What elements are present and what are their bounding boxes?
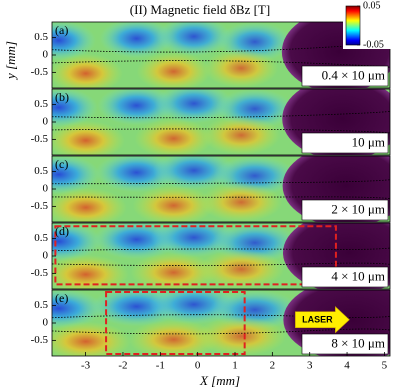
annotation: 8 × 10 μm bbox=[331, 335, 385, 350]
y-tick-label: -0.5 bbox=[31, 267, 49, 279]
x-tick-label: 4 bbox=[344, 360, 350, 372]
heatmap-panel bbox=[52, 89, 390, 155]
y-tick-label: 0.5 bbox=[34, 31, 48, 43]
boundary-line bbox=[52, 175, 390, 185]
y-tick-label: 0.5 bbox=[34, 165, 48, 177]
field-structure bbox=[99, 22, 174, 59]
field-structure bbox=[134, 118, 213, 155]
field-structure bbox=[52, 53, 123, 88]
highlight-box bbox=[105, 290, 246, 356]
field-structure bbox=[196, 316, 287, 356]
laser-label: LASER bbox=[302, 315, 333, 325]
field-structure bbox=[130, 252, 217, 289]
annotation: 10 μm bbox=[352, 134, 385, 149]
x-tick-label: 2 bbox=[270, 360, 276, 372]
panel-label: (e) bbox=[55, 291, 68, 305]
field-structure bbox=[152, 156, 236, 191]
field-structure bbox=[128, 319, 219, 356]
field-structure bbox=[154, 89, 234, 124]
field-structure bbox=[202, 115, 281, 155]
y-tick-label: 0 bbox=[43, 183, 49, 195]
y-tick-label: 0.5 bbox=[34, 232, 48, 244]
annotation: 0.4 × 10 μm bbox=[322, 67, 385, 82]
annotation-box bbox=[301, 199, 389, 221]
field-structure bbox=[97, 89, 176, 126]
heatmap-panel bbox=[52, 22, 390, 88]
field-structure bbox=[198, 249, 285, 289]
boundary-line bbox=[52, 60, 390, 70]
y-axis-label: y [mm] bbox=[3, 41, 18, 81]
panel-label: (a) bbox=[55, 23, 68, 37]
y-tick-label: -0.5 bbox=[31, 334, 49, 346]
boundary-line bbox=[52, 128, 390, 137]
field-structure bbox=[52, 89, 98, 128]
y-tick-label: -0.5 bbox=[31, 133, 49, 145]
laser-arrow bbox=[295, 306, 350, 334]
annotation-box bbox=[301, 333, 389, 355]
boundary-line bbox=[52, 108, 390, 119]
x-tick-label: -2 bbox=[118, 360, 127, 372]
x-axis-label: X [mm] bbox=[199, 373, 240, 388]
annotation-box bbox=[301, 266, 389, 288]
field-structure bbox=[52, 290, 104, 329]
y-tick-label: -0.5 bbox=[31, 66, 49, 78]
y-tick-label: -0.5 bbox=[31, 200, 49, 212]
heatmap-panel bbox=[52, 290, 390, 356]
field-structure bbox=[132, 185, 215, 222]
annotation: 4 × 10 μm bbox=[331, 268, 385, 283]
boundary-line bbox=[52, 262, 390, 271]
colorbar-tick-label: 0.05 bbox=[363, 0, 381, 11]
boundary-line bbox=[52, 309, 390, 319]
panel-label: (d) bbox=[55, 224, 69, 238]
annotation-box bbox=[301, 132, 389, 154]
y-tick-label: 0 bbox=[43, 250, 49, 262]
x-tick-label: 1 bbox=[232, 360, 238, 372]
x-tick-label: -1 bbox=[156, 360, 165, 372]
field-structure bbox=[52, 22, 96, 61]
y-tick-label: 0 bbox=[43, 116, 49, 128]
field-structure bbox=[156, 22, 232, 57]
field-structure bbox=[52, 223, 102, 262]
x-tick-label: 3 bbox=[307, 360, 313, 372]
field-structure bbox=[52, 254, 129, 289]
field-structure bbox=[52, 120, 125, 155]
boundary-line bbox=[52, 242, 390, 252]
colorbar-tick-label: -0.05 bbox=[363, 39, 384, 50]
y-tick-label: 0.5 bbox=[34, 98, 48, 110]
figure-title: (II) Magnetic field δBz [T] bbox=[130, 2, 270, 17]
x-tick-label: 0 bbox=[195, 360, 201, 372]
field-structure bbox=[200, 182, 283, 222]
colorbar bbox=[345, 5, 361, 46]
annotation: 2 × 10 μm bbox=[331, 201, 385, 216]
y-tick-label: 0 bbox=[43, 49, 49, 61]
x-tick-label: 5 bbox=[382, 360, 388, 372]
panel-label: (b) bbox=[55, 90, 69, 104]
boundary-line bbox=[52, 196, 390, 204]
field-structure bbox=[52, 187, 127, 222]
field-structure bbox=[52, 321, 131, 356]
y-tick-label: 0.5 bbox=[34, 299, 48, 311]
x-tick-label: -3 bbox=[81, 360, 91, 372]
highlight-box bbox=[54, 225, 337, 286]
y-tick-label: 0 bbox=[43, 317, 49, 329]
annotation-box bbox=[301, 65, 389, 87]
field-structure bbox=[52, 156, 100, 195]
field-structure bbox=[136, 51, 211, 88]
field-structure bbox=[204, 48, 279, 88]
panel-label: (c) bbox=[55, 157, 68, 171]
